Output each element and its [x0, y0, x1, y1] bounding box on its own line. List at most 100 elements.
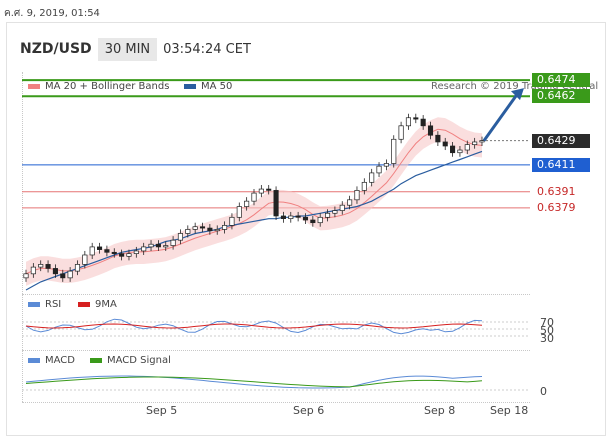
legend-ma50: MA 50 — [184, 81, 232, 92]
clock-label: 03:54:24 CET — [163, 41, 251, 57]
candle-body — [89, 246, 95, 256]
candle-body — [185, 229, 191, 234]
chart-header: NZD/USD 30 MIN 03:54:24 CET — [20, 36, 251, 62]
candle-body — [479, 140, 485, 143]
forecast-arrow — [482, 92, 520, 142]
candle-body — [104, 249, 110, 253]
legend-macd: MACD — [28, 355, 75, 366]
legend-macd-signal: MACD Signal — [90, 355, 171, 366]
candle-body — [332, 210, 338, 214]
candle-body — [339, 204, 345, 211]
rsi-tick-30: 30 — [540, 332, 554, 345]
x-label-sep5: Sep 5 — [146, 404, 178, 417]
candle-body — [413, 117, 419, 120]
candle-body — [67, 270, 73, 279]
candle-body — [126, 253, 132, 257]
candle-body — [133, 250, 139, 254]
candle-body — [251, 192, 257, 202]
legend-macd-swatch — [28, 358, 40, 363]
chart-frame — [6, 22, 606, 436]
timeframe-button[interactable]: 30 MIN — [97, 37, 158, 61]
candle-body — [207, 227, 213, 232]
legend-macd-signal-swatch — [90, 358, 102, 363]
candle-body — [457, 149, 463, 154]
candle-body — [280, 215, 286, 220]
candle-body — [60, 273, 66, 279]
legend-ma50-swatch — [184, 84, 196, 89]
candle-body — [30, 266, 36, 275]
macd-signal-line — [25, 376, 483, 388]
legend-rsi-swatch — [28, 302, 40, 307]
candle-body — [23, 273, 29, 279]
candle-body — [324, 212, 331, 218]
candle-body — [442, 141, 448, 147]
candle-body — [163, 245, 169, 248]
candle-body — [45, 264, 51, 269]
candle-body — [383, 163, 389, 167]
forecast-arrowhead — [511, 88, 524, 101]
legend-9ma-swatch — [78, 302, 90, 307]
candle-body — [354, 190, 360, 201]
candle-body — [361, 181, 367, 191]
credit-label: Research © 2019 Trading Central — [431, 81, 599, 92]
candle-body — [420, 118, 426, 127]
timestamp: ค.ศ. 9, 2019, 01:54 — [4, 8, 100, 19]
panel-divider-3 — [22, 402, 530, 403]
legend-macd-label: MACD — [45, 355, 75, 366]
rsi-tick-50: 50 — [540, 324, 554, 337]
candle-body — [236, 206, 242, 218]
legend-ma20-swatch — [28, 84, 40, 89]
legend-ma20-label: MA 20 + Bollinger Bands — [45, 81, 170, 92]
level-tag-0.6429: 0.6429 — [532, 133, 590, 148]
candle-body — [369, 172, 375, 183]
candle-body — [464, 144, 470, 151]
candle-body — [398, 125, 404, 140]
rsi-line — [25, 318, 483, 335]
candle-body — [229, 216, 235, 226]
price-chart — [22, 79, 530, 291]
level-tag-0.6379: 0.6379 — [537, 200, 576, 214]
candle-body — [302, 216, 309, 221]
candle-body — [96, 246, 103, 250]
level-tag-0.6474: 0.6474 — [532, 73, 590, 88]
candle-body — [427, 125, 434, 136]
pair-label: NZD/USD — [20, 41, 92, 57]
ma20-line — [25, 128, 483, 275]
candle-body — [111, 251, 117, 254]
candle-body — [74, 264, 81, 272]
macd-line — [25, 375, 483, 389]
candle-body — [222, 225, 228, 230]
level-tag-0.6391: 0.6391 — [537, 184, 576, 198]
legend-9ma: 9MA — [78, 299, 117, 310]
candle-body — [258, 188, 264, 194]
candle-body — [82, 254, 88, 265]
legend-ma50-label: MA 50 — [201, 81, 233, 92]
candle-body — [119, 253, 125, 257]
candle-body — [376, 165, 382, 174]
macd-chart — [22, 375, 530, 391]
candle-body — [266, 188, 272, 191]
macd-tick-0: 0 — [540, 385, 547, 398]
candle-body — [177, 233, 184, 241]
level-tag-0.6411: 0.6411 — [532, 157, 590, 172]
x-label-sep6: Sep 6 — [293, 404, 325, 417]
candle-body — [450, 145, 456, 154]
candle-body — [192, 226, 198, 230]
panel-divider-1 — [22, 294, 530, 295]
ma50-line — [25, 150, 483, 291]
candle-body — [472, 141, 478, 146]
legend-rsi-label: RSI — [45, 299, 62, 310]
x-label-sep8: Sep 8 — [424, 404, 456, 417]
candle-body — [148, 243, 154, 248]
bollinger-band — [26, 117, 482, 286]
legend-macd-signal-label: MACD Signal — [107, 355, 171, 366]
candle-body — [214, 229, 220, 232]
candle-body — [317, 216, 323, 224]
candle-body — [155, 243, 161, 248]
candle-body — [288, 215, 294, 220]
candle-body — [244, 200, 250, 207]
candle-body — [310, 219, 316, 224]
candle-body — [38, 264, 44, 268]
candle-body — [199, 226, 206, 229]
rsi-tick-70: 70 — [540, 316, 554, 329]
